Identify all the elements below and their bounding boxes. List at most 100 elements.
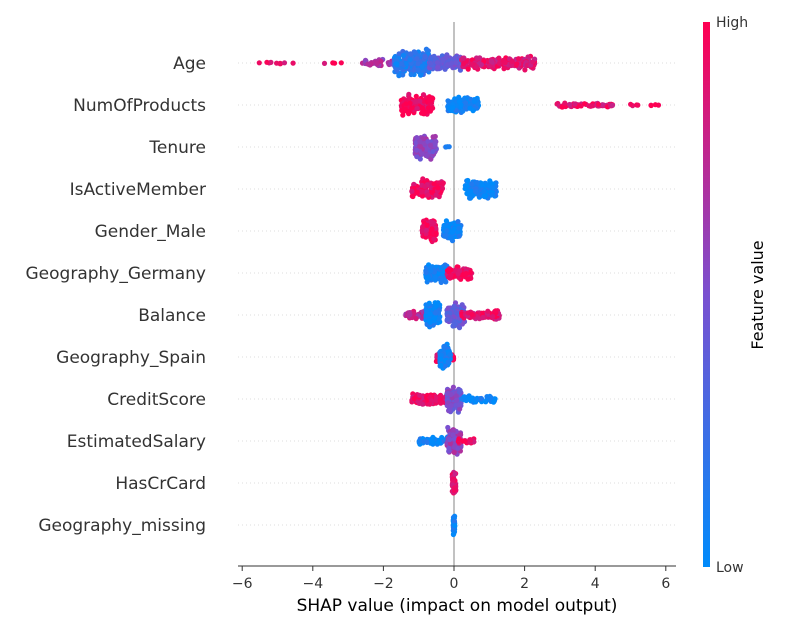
shap-point [454,397,460,403]
shap-point [453,393,459,399]
shap-point [456,325,463,331]
feature-label: Age [173,54,206,74]
shap-point [581,101,588,107]
feature-label: Geography_Spain [56,348,206,368]
shap-point [423,46,429,52]
shap-point [414,147,420,153]
feature-label: IsActiveMember [70,180,206,200]
shap-point [419,64,425,70]
shap-point [490,185,496,191]
shap-point [448,60,454,66]
shap-point [467,188,474,194]
shap-point [455,311,461,317]
shap-point [450,432,456,438]
shap-point [446,144,452,150]
shap-point [425,192,431,198]
shap-point [427,142,434,148]
shap-point [396,73,402,79]
shap-point [433,230,439,236]
shap-point [422,54,428,60]
shap-point [441,222,447,229]
shap-point [470,108,476,114]
shap-point [407,57,413,63]
shap-point [277,60,283,66]
shap-point [438,362,444,368]
shap-point [451,303,457,309]
shap-point [427,60,434,66]
shap-point [451,488,457,494]
shap-point [420,92,427,98]
shap-point [491,399,497,405]
shap-point [522,67,528,73]
shap-point [407,51,414,57]
shap-point [332,60,338,66]
shap-point [442,343,448,349]
feature-label: Geography_Germany [26,264,207,284]
shap-point [447,441,453,447]
shap-point [268,59,274,65]
shap-point [451,449,457,455]
shap-point [452,55,458,61]
shap-point [415,61,421,67]
feature-label: Gender_Male [95,222,206,242]
shap-point [432,133,438,140]
shap-point [425,139,431,145]
shap-point [493,308,499,314]
shap-point [559,104,565,110]
shap-point [471,98,477,104]
x-tick-label: 0 [450,576,459,592]
shap-point [480,315,486,321]
shap-point [423,269,429,276]
shap-point [427,319,433,325]
shap-point [440,57,446,64]
shap-point [432,315,438,321]
shap-point [423,227,430,233]
shap-point [599,102,606,108]
shap-point [450,105,456,111]
x-tick-label: 2 [520,576,529,592]
shap-point [417,392,423,398]
shap-point [426,98,432,104]
shap-point [429,226,435,232]
shap-point [411,311,417,317]
shap-point [486,63,492,69]
shap-point [479,181,485,187]
shap-point [442,363,448,369]
shap-point [419,228,425,234]
shap-point [433,397,439,403]
shap-point [428,156,434,162]
shap-point [438,400,444,406]
shap-point [431,220,437,226]
shap-point [408,71,414,78]
shap-point [478,62,484,68]
shap-point [433,310,439,316]
shap-point [456,436,462,442]
shap-point [628,101,634,107]
shap-point [450,531,456,538]
shap-point [416,439,423,445]
shap-point [439,434,445,441]
shap-point [423,313,429,319]
colorbar-high-label: High [716,15,748,31]
shap-point [446,268,452,274]
shap-point [407,311,413,318]
shap-point [447,352,453,358]
shap-point [429,438,435,444]
shap-point [424,439,430,445]
shap-point [456,98,462,104]
x-tick-label: −6 [232,576,253,592]
shap-point [509,58,515,64]
shap-point [464,190,470,197]
shap-point [444,316,450,322]
shap-point [435,185,441,191]
x-tick-label: −4 [302,576,323,592]
shap-point [490,314,496,320]
shap-point [455,219,461,225]
shap-point [502,60,508,66]
shap-point [635,102,641,108]
shap-point [424,152,430,159]
shap-point [476,192,482,198]
shap-point [474,180,480,186]
x-tick-label: 6 [661,576,670,592]
